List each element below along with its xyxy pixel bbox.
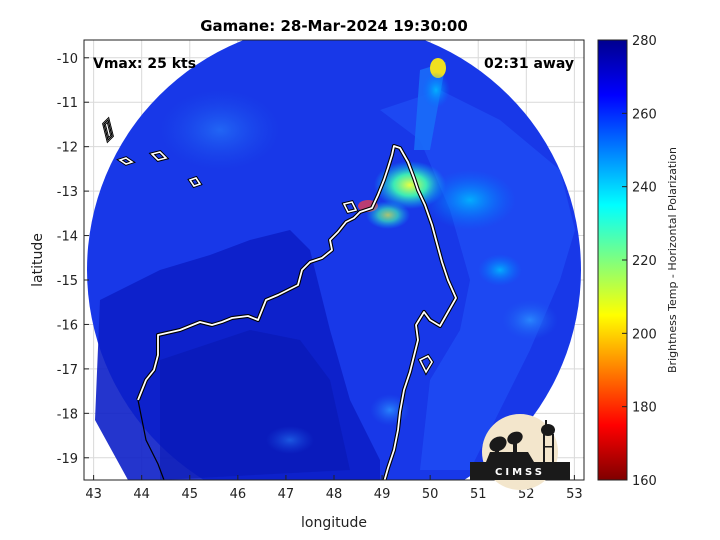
logo-satellite-dishes (486, 431, 534, 462)
cyan-area-east (424, 170, 516, 230)
y-tick-label: -17 (57, 363, 78, 378)
colorbar-ticks: 160 180 200 220 240 260 280 (622, 34, 657, 489)
x-tick-label: 53 (566, 487, 583, 502)
y-tick-label: -12 (57, 141, 78, 156)
light-area-sw (266, 426, 314, 454)
time-away-label: 02:31 away (484, 56, 574, 72)
y-axis-label: latitude (30, 233, 46, 287)
colorbar-tick-label: 280 (632, 34, 657, 49)
x-tick-label: 51 (470, 487, 487, 502)
map-title: Gamane: 28-Mar-2024 19:30:00 (200, 17, 468, 35)
x-tick-label: 45 (181, 487, 198, 502)
y-tick-label: -10 (57, 52, 78, 67)
x-axis-label: longitude (301, 515, 367, 531)
x-axis-ticks: 43 44 45 46 47 48 49 50 51 52 53 (85, 475, 583, 502)
colorbar-tick-label: 240 (632, 181, 657, 196)
y-tick-label: -18 (57, 407, 78, 422)
cyan-area-east2 (478, 254, 522, 286)
coastline-outside-swath (103, 118, 165, 481)
x-tick-label: 50 (422, 487, 439, 502)
y-tick-label: -19 (57, 452, 78, 467)
light-area-nw (160, 90, 280, 170)
east-band (380, 90, 575, 470)
y-tick-label: -16 (57, 318, 78, 333)
vmax-label: Vmax: 25 kts (93, 56, 196, 72)
y-axis-ticks: -10 -11 -12 -13 -14 -15 -16 -17 -18 -19 (57, 52, 89, 467)
x-tick-label: 43 (85, 487, 102, 502)
colorbar-tick-label: 260 (632, 107, 657, 122)
logo-text: CIMSS (495, 467, 545, 478)
x-tick-label: 46 (230, 487, 247, 502)
x-tick-label: 48 (326, 487, 343, 502)
x-tick-label: 49 (374, 487, 391, 502)
x-tick-label: 44 (133, 487, 150, 502)
logo-banner (470, 462, 570, 480)
coastline-madagascar-africa (137, 145, 457, 480)
cimss-logo: CIMSS (470, 414, 570, 490)
y-tick-label: -14 (57, 230, 78, 245)
cyan-spot-top (422, 72, 450, 108)
x-tick-label: 47 (278, 487, 295, 502)
colorbar: 160 180 200 220 240 260 280 Brightness Temp - … (597, 34, 679, 489)
coastal-anomaly (366, 201, 410, 229)
colorbar-label: Brightness Temp - Horizontal Polarizatio… (666, 147, 679, 373)
y-tick-label: -11 (57, 96, 78, 111)
colorbar-tick-label: 160 (632, 474, 657, 489)
light-area-se (502, 300, 558, 340)
colorbar-tick-label: 200 (632, 327, 657, 342)
x-tick-label: 52 (518, 487, 535, 502)
satellite-swath (87, 40, 581, 480)
y-tick-label: -15 (57, 274, 78, 289)
colorbar-tick-label: 220 (632, 254, 657, 269)
y-tick-label: -13 (57, 185, 78, 200)
logo-water-tower (541, 420, 555, 462)
colorbar-tick-label: 180 (632, 401, 657, 416)
plot-area: 43 44 45 46 47 48 49 50 51 52 53 -10-11-12-13-14-1… (57, 39, 585, 502)
